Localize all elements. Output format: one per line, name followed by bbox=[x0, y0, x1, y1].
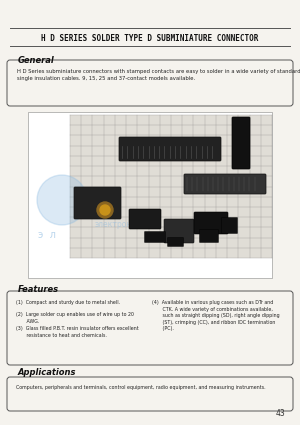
FancyBboxPatch shape bbox=[7, 377, 293, 411]
FancyBboxPatch shape bbox=[167, 238, 184, 246]
FancyBboxPatch shape bbox=[70, 115, 272, 258]
FancyBboxPatch shape bbox=[194, 212, 228, 234]
Text: Applications: Applications bbox=[18, 368, 76, 377]
FancyBboxPatch shape bbox=[164, 219, 194, 243]
FancyBboxPatch shape bbox=[200, 230, 218, 243]
Text: э  л: э л bbox=[38, 230, 56, 240]
FancyBboxPatch shape bbox=[145, 232, 166, 243]
Circle shape bbox=[100, 205, 110, 215]
Text: H D SERIES SOLDER TYPE D SUBMINIATURE CONNECTOR: H D SERIES SOLDER TYPE D SUBMINIATURE CO… bbox=[41, 34, 259, 43]
FancyBboxPatch shape bbox=[7, 60, 293, 106]
Text: General: General bbox=[18, 56, 55, 65]
FancyBboxPatch shape bbox=[74, 187, 121, 219]
Text: H D Series subminiature connectors with stamped contacts are easy to solder in a: H D Series subminiature connectors with … bbox=[17, 69, 300, 81]
Circle shape bbox=[37, 175, 87, 225]
FancyBboxPatch shape bbox=[7, 291, 293, 365]
Text: .ru: .ru bbox=[220, 215, 232, 224]
Text: 43: 43 bbox=[275, 409, 285, 418]
FancyBboxPatch shape bbox=[232, 117, 250, 169]
Text: электроника: электроника bbox=[95, 220, 147, 229]
FancyBboxPatch shape bbox=[184, 174, 266, 194]
Text: Computers, peripherals and terminals, control equipment, radio equipment, and me: Computers, peripherals and terminals, co… bbox=[16, 385, 266, 390]
Circle shape bbox=[97, 202, 113, 218]
FancyBboxPatch shape bbox=[28, 112, 272, 278]
Text: (2)  Large solder cup enables use of wire up to 20
       AWG.: (2) Large solder cup enables use of wire… bbox=[16, 312, 134, 323]
Text: (3)  Glass filled P.B.T. resin insulator offers excellent
       resistance to h: (3) Glass filled P.B.T. resin insulator … bbox=[16, 326, 139, 337]
FancyBboxPatch shape bbox=[129, 209, 161, 229]
Text: (4)  Available in various plug cases such as DTr and
       CTK. A wide variety : (4) Available in various plug cases such… bbox=[152, 300, 280, 332]
Text: Features: Features bbox=[18, 285, 59, 294]
FancyBboxPatch shape bbox=[221, 218, 238, 233]
FancyBboxPatch shape bbox=[119, 137, 221, 161]
Text: (1)  Compact and sturdy due to metal shell.: (1) Compact and sturdy due to metal shel… bbox=[16, 300, 120, 305]
